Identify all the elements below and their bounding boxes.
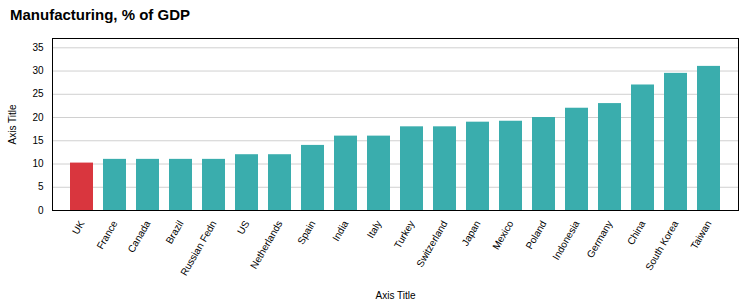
svg-text:Canada: Canada [125,218,152,254]
svg-text:30: 30 [32,65,44,76]
svg-text:China: China [625,218,648,247]
svg-text:Germany: Germany [584,219,614,260]
svg-text:Spain: Spain [295,219,317,247]
svg-text:Russian Fedn: Russian Fedn [178,219,218,278]
svg-text:Indonesia: Indonesia [550,218,581,261]
svg-text:25: 25 [32,88,44,99]
svg-text:UK: UK [70,218,87,236]
svg-text:Turkey: Turkey [392,219,417,251]
svg-text:France: France [94,218,119,251]
svg-text:Poland: Poland [523,219,548,251]
svg-text:Mexico: Mexico [490,218,516,251]
svg-text:Axis Title: Axis Title [7,104,18,144]
svg-text:Brazil: Brazil [163,219,185,246]
svg-text:35: 35 [32,42,44,53]
svg-text:South Korea: South Korea [643,218,681,272]
svg-text:Axis Title: Axis Title [375,290,415,301]
svg-text:20: 20 [32,112,44,123]
svg-text:Taiwan: Taiwan [688,219,713,251]
svg-text:Japan: Japan [459,219,482,248]
html-text:Manufacturing, % of GDP: Manufacturing, % of GDP [10,6,190,23]
svg-text:10: 10 [32,158,44,169]
svg-text:US: US [235,218,252,236]
svg-text:India: India [330,218,351,243]
svg-text:Netherlands: Netherlands [248,219,284,271]
svg-text:0: 0 [38,205,44,216]
svg-text:5: 5 [38,181,44,192]
svg-text:15: 15 [32,135,44,146]
svg-text:Switzerland: Switzerland [414,219,449,269]
svg-text:Italy: Italy [365,219,384,240]
